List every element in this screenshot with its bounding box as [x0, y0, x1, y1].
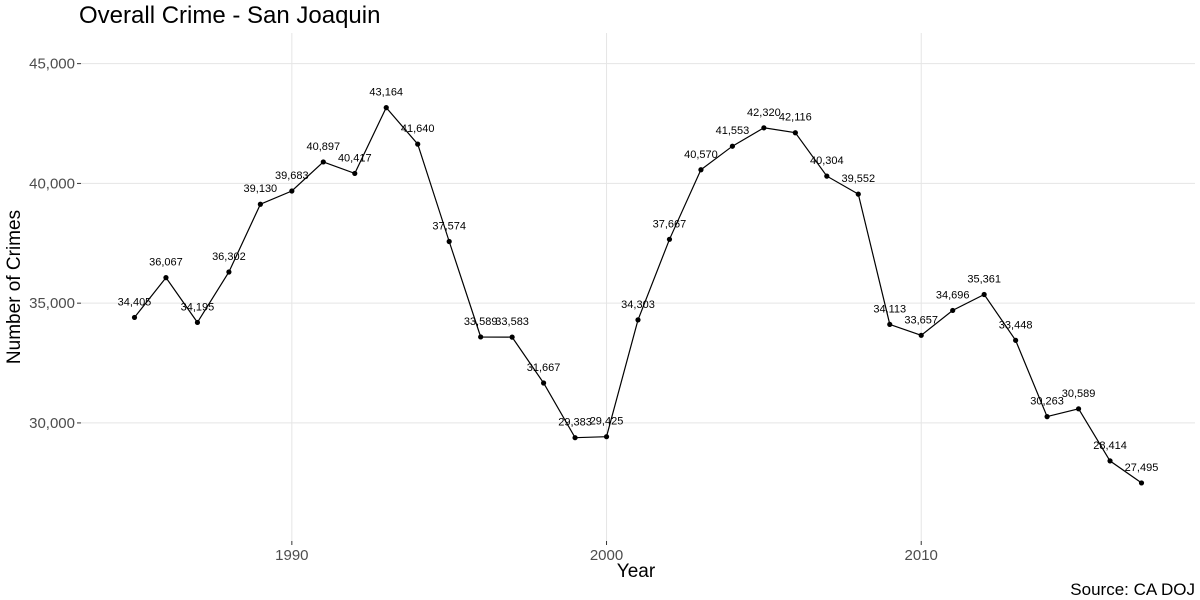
data-label: 39,130	[244, 183, 278, 195]
data-point	[540, 380, 547, 386]
data-point	[698, 167, 704, 173]
y-axis-title: Number of Crimes	[4, 210, 25, 364]
data-point	[1107, 458, 1113, 464]
x-tick-label: 1990	[275, 547, 308, 564]
y-tick-label: 45,000	[29, 56, 75, 73]
data-point	[855, 191, 861, 197]
data-point	[918, 332, 924, 338]
data-point	[194, 319, 201, 326]
data-point	[478, 334, 484, 340]
data-label: 40,304	[810, 155, 844, 167]
data-point	[761, 125, 767, 131]
data-point	[666, 236, 673, 242]
data-label: 31,667	[527, 362, 561, 374]
data-point	[887, 321, 893, 328]
data-point	[824, 173, 830, 179]
data-label: 34,405	[118, 296, 152, 308]
data-label: 33,583	[495, 316, 529, 328]
data-label: 33,448	[999, 319, 1033, 331]
data-label: 36,067	[149, 257, 183, 269]
data-label: 33,657	[904, 314, 938, 326]
data-label: 34,195	[181, 301, 215, 313]
data-point	[446, 238, 452, 245]
source-caption: Source: CA DOJ	[1070, 580, 1195, 599]
data-label: 34,696	[936, 289, 970, 301]
data-label: 37,667	[653, 218, 687, 230]
data-label: 27,495	[1125, 462, 1159, 474]
x-axis-title: Year	[617, 561, 656, 582]
data-point	[131, 314, 138, 321]
axis-ticks: 30,000 35,000 40,000 45,000 1990 2000 2010	[29, 56, 938, 564]
data-point	[981, 291, 987, 298]
data-point	[257, 201, 263, 207]
data-point	[1138, 480, 1145, 486]
data-point	[792, 130, 798, 136]
data-label: 39,683	[275, 170, 309, 182]
data-label: 35,361	[967, 274, 1001, 286]
data-point	[352, 170, 358, 177]
data-label: 29,383	[558, 417, 592, 429]
data-point	[383, 105, 389, 111]
data-label: 29,425	[590, 416, 624, 428]
data-label: 41,553	[716, 125, 750, 137]
data-label: 36,302	[212, 251, 246, 263]
data-point	[415, 141, 421, 147]
data-label: 42,320	[747, 107, 781, 119]
data-point	[289, 188, 295, 194]
data-label: 28,414	[1093, 440, 1127, 452]
x-tick-label: 2010	[905, 547, 938, 564]
data-point	[729, 143, 736, 149]
data-label: 34,113	[873, 303, 906, 315]
data-label: 40,417	[338, 152, 372, 164]
data-point	[320, 159, 326, 165]
series-line	[134, 106, 1142, 484]
data-point	[509, 334, 515, 340]
y-tick-label: 40,000	[29, 175, 75, 192]
data-label: 40,570	[684, 149, 718, 161]
y-tick-label: 35,000	[29, 295, 75, 312]
data-point	[1013, 337, 1019, 343]
data-point	[950, 307, 956, 314]
y-tick-label: 30,000	[29, 415, 75, 432]
data-points	[131, 105, 1145, 486]
data-label: 30,263	[1030, 396, 1064, 408]
data-label: 37,574	[432, 221, 466, 233]
data-point	[603, 434, 610, 440]
data-label: 41,640	[401, 123, 435, 135]
data-point	[635, 317, 641, 323]
data-point	[572, 435, 578, 441]
data-label: 43,164	[369, 87, 403, 99]
data-label: 33,589	[464, 316, 498, 328]
data-label: 40,897	[306, 141, 340, 153]
data-label: 30,589	[1062, 388, 1096, 400]
x-tick-label: 2000	[590, 547, 623, 564]
data-label: 39,552	[841, 173, 875, 185]
data-point	[226, 269, 232, 275]
data-point	[163, 275, 169, 281]
grid	[81, 33, 1195, 541]
data-label: 34,303	[621, 299, 655, 311]
data-point	[1075, 406, 1082, 412]
chart-title: Overall Crime - San Joaquin	[79, 2, 380, 29]
data-label: 42,116	[779, 112, 812, 124]
data-point	[1044, 414, 1050, 420]
